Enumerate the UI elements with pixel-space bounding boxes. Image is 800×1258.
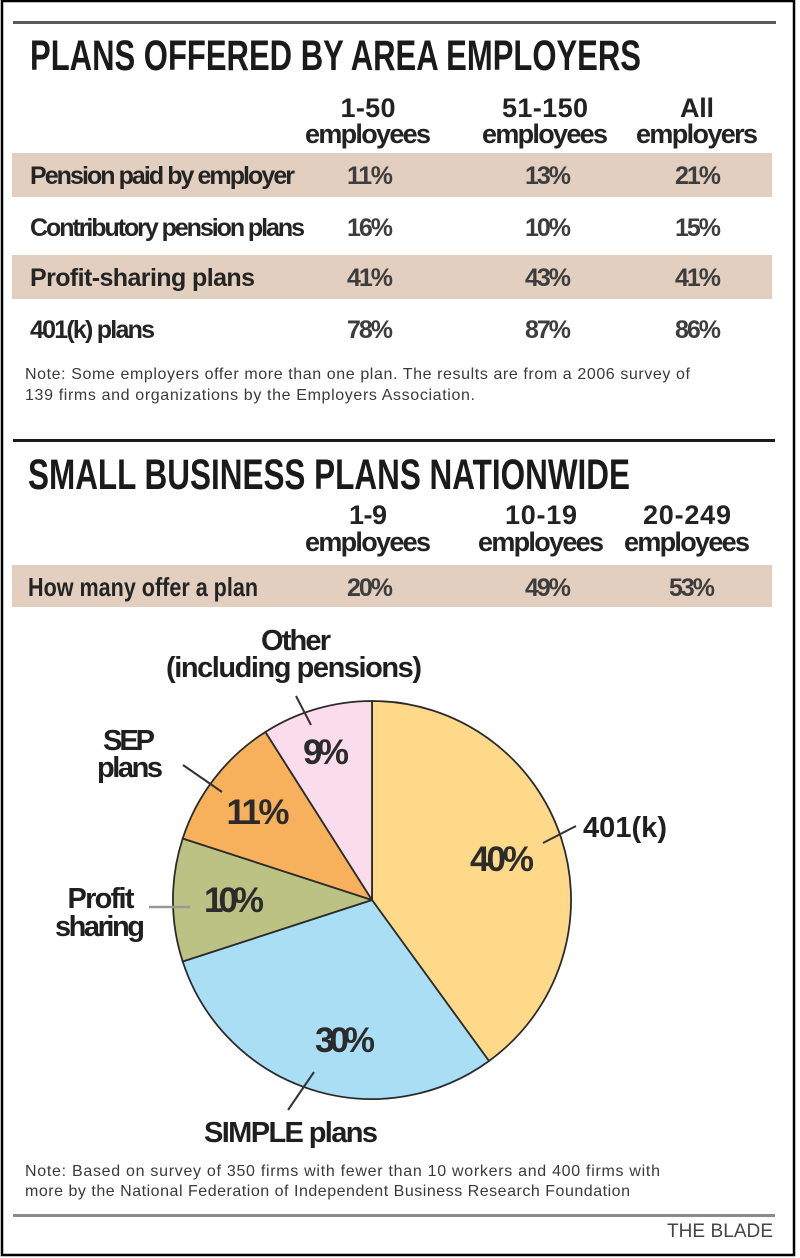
svg-text:plans: plans: [97, 752, 163, 784]
svg-text:43%: 43%: [525, 264, 571, 292]
svg-text:41%: 41%: [675, 264, 721, 292]
svg-text:sharing: sharing: [55, 911, 145, 943]
svg-text:Note: Based on survey of 350 f: Note: Based on survey of 350 firms with …: [25, 1163, 660, 1180]
svg-text:78%: 78%: [347, 316, 393, 344]
svg-text:139 firms and organizations by: 139 firms and organizations by the Emplo…: [25, 387, 475, 404]
svg-text:10%: 10%: [525, 214, 571, 242]
svg-text:How many offer a plan: How many offer a plan: [28, 572, 258, 602]
svg-text:employers: employers: [636, 119, 758, 149]
svg-text:11%: 11%: [347, 162, 393, 190]
svg-text:30%: 30%: [315, 1021, 375, 1060]
svg-text:SEP: SEP: [103, 725, 155, 757]
svg-text:15%: 15%: [675, 214, 721, 242]
svg-text:employees: employees: [624, 527, 750, 557]
svg-text:49%: 49%: [525, 574, 571, 602]
svg-text:more by the National Federatio: more by the National Federation of Indep…: [25, 1183, 630, 1200]
svg-text:(including pensions): (including pensions): [166, 652, 422, 684]
svg-text:employees: employees: [482, 119, 608, 149]
svg-text:THE BLADE: THE BLADE: [667, 1221, 773, 1242]
svg-text:21%: 21%: [675, 162, 721, 190]
svg-text:13%: 13%: [525, 162, 571, 190]
svg-text:87%: 87%: [525, 316, 571, 344]
svg-text:401(k) plans: 401(k) plans: [30, 316, 155, 344]
svg-text:9%: 9%: [303, 733, 349, 772]
svg-text:Pension paid by employer: Pension paid by employer: [30, 162, 295, 190]
svg-text:53%: 53%: [669, 574, 715, 602]
svg-text:1-50: 1-50: [341, 93, 396, 123]
svg-text:employees: employees: [478, 527, 604, 557]
svg-text:Note: Some employers offer mor: Note: Some employers offer more than one…: [25, 366, 691, 383]
svg-text:Other: Other: [261, 625, 331, 657]
svg-text:20%: 20%: [347, 574, 393, 602]
svg-text:51-150: 51-150: [502, 93, 588, 123]
svg-text:10-19: 10-19: [505, 500, 577, 530]
svg-text:employees: employees: [305, 119, 431, 149]
svg-text:employees: employees: [305, 527, 431, 557]
svg-text:16%: 16%: [347, 214, 393, 242]
svg-text:41%: 41%: [347, 264, 393, 292]
svg-text:SIMPLE plans: SIMPLE plans: [204, 1117, 378, 1149]
svg-text:Profit-sharing plans: Profit-sharing plans: [30, 264, 255, 292]
svg-text:PLANS OFFERED BY AREA EMPLOYER: PLANS OFFERED BY AREA EMPLOYERS: [30, 32, 641, 80]
svg-text:20-249: 20-249: [643, 500, 731, 530]
svg-text:10%: 10%: [204, 881, 264, 920]
svg-text:11%: 11%: [227, 793, 290, 832]
svg-text:Contributory pension plans: Contributory pension plans: [30, 214, 305, 242]
svg-text:SMALL BUSINESS PLANS NATIONWID: SMALL BUSINESS PLANS NATIONWIDE: [28, 451, 630, 499]
svg-text:1-9: 1-9: [349, 500, 387, 530]
svg-text:All: All: [680, 93, 714, 123]
svg-text:40%: 40%: [470, 840, 534, 879]
svg-text:86%: 86%: [675, 316, 721, 344]
svg-text:401(k): 401(k): [583, 812, 667, 844]
svg-text:Profit: Profit: [68, 883, 135, 915]
